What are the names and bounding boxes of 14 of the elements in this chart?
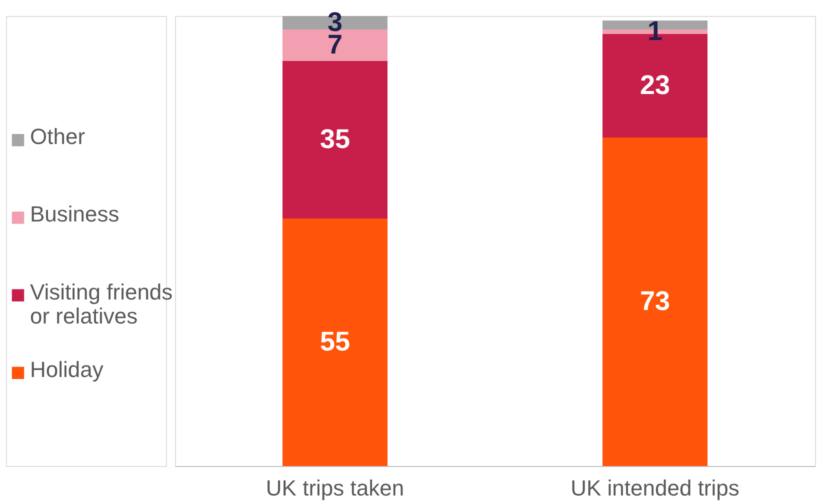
legend-label: Holiday — [30, 356, 104, 382]
bar — [602, 138, 708, 466]
data-label: 55 — [320, 326, 350, 356]
x-tick-label: UK trips taken — [266, 476, 404, 500]
legend-label: Other — [30, 124, 86, 150]
x-tick-label: UK intended trips — [570, 476, 740, 500]
bar — [282, 218, 388, 466]
legend-label: Business — [30, 202, 120, 227]
data-label: 35 — [320, 124, 350, 154]
legend-label: Visiting friends or relatives — [30, 279, 173, 328]
bar — [282, 30, 388, 61]
bar — [282, 61, 388, 218]
data-label: 73 — [640, 286, 670, 316]
data-label: 23 — [640, 70, 670, 100]
